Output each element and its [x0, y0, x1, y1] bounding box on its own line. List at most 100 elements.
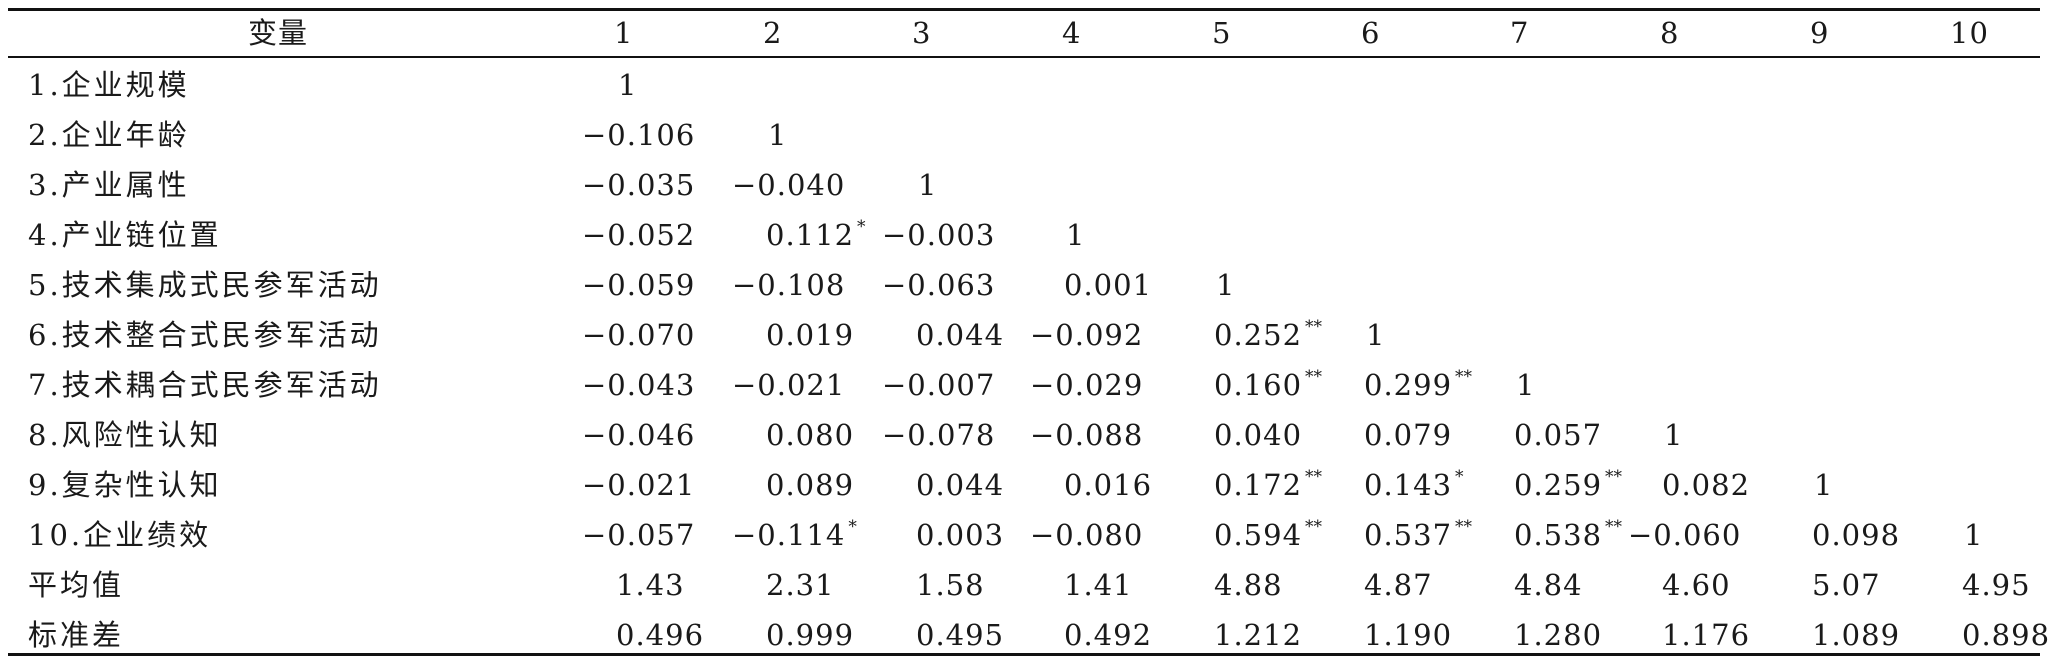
- cell-value: 1.43: [616, 568, 685, 602]
- cell-value: 1.089: [1812, 618, 1901, 652]
- cell-value: −0.007: [882, 368, 996, 402]
- cell-value: 4.87: [1364, 568, 1433, 602]
- significance-mark: **: [1305, 317, 1323, 337]
- cell-value: −0.003: [882, 218, 996, 252]
- table-cell: −0.059: [582, 268, 695, 302]
- significance-mark: **: [1605, 517, 1623, 537]
- table-cell: 1.43: [616, 568, 685, 602]
- cell-value: 1: [1814, 468, 1834, 502]
- table-cell: 1.089: [1812, 618, 1900, 652]
- header-cell: 6: [1361, 16, 1381, 50]
- cell-value: 1.58: [916, 568, 985, 602]
- cell-value: 1: [1066, 218, 1086, 252]
- table-cell: −0.057: [582, 518, 695, 552]
- cell-value: 0.496: [616, 618, 705, 652]
- cell-value: −0.080: [1030, 518, 1144, 552]
- cell-value: 1: [1216, 268, 1236, 302]
- table-cell: 1: [1066, 218, 1085, 252]
- significance-mark: **: [1305, 517, 1323, 537]
- significance-mark: **: [1455, 367, 1473, 387]
- table-cell: 0.496: [616, 618, 704, 652]
- table-cell: 0.537 **: [1364, 517, 1472, 557]
- cell-value: −0.040: [732, 168, 846, 202]
- cell-value: 0.089: [766, 468, 855, 502]
- table-cell: 0.098: [1812, 518, 1900, 552]
- table-cell: −0.007: [882, 368, 995, 402]
- table-cell: 1: [768, 118, 787, 152]
- table-cell: −0.070: [582, 318, 695, 352]
- table-cell: 0.492: [1064, 618, 1152, 652]
- table-cell: −0.035: [582, 168, 695, 202]
- table-cell: −0.092: [1030, 318, 1143, 352]
- table-cell: 5.07: [1812, 568, 1881, 602]
- table-cell: 0.594 **: [1214, 517, 1323, 557]
- cell-value: 0.082: [1662, 468, 1751, 502]
- cell-value: 0.057: [1514, 418, 1603, 452]
- row-label: 平均值: [28, 568, 125, 602]
- cell-value: 0.143: [1364, 468, 1453, 502]
- table-cell: 1.190: [1364, 618, 1452, 652]
- cell-value: 2.31: [766, 568, 835, 602]
- bottom-rule: [8, 653, 2040, 656]
- table-cell: 4.88: [1214, 568, 1283, 602]
- cell-value: −0.070: [582, 318, 696, 352]
- table-cell: 1.41: [1064, 568, 1133, 602]
- significance-mark: *: [857, 217, 866, 237]
- table-cell: 0.112 *: [766, 217, 866, 257]
- header-cell: 3: [912, 16, 932, 50]
- row-label: 6.技术整合式民参军活动: [28, 318, 382, 352]
- cell-value: 1: [1516, 368, 1536, 402]
- cell-value: −0.043: [582, 368, 696, 402]
- table-cell: 0.016: [1064, 468, 1152, 502]
- cell-value: −0.029: [1030, 368, 1144, 402]
- table-cell: −0.108: [732, 268, 845, 302]
- cell-value: 0.537: [1364, 518, 1453, 552]
- cell-value: −0.035: [582, 168, 696, 202]
- header-cell: 2: [763, 16, 783, 50]
- cell-value: 0.016: [1064, 468, 1153, 502]
- header-cell: 4: [1062, 16, 1082, 50]
- table-cell: 1.58: [916, 568, 985, 602]
- cell-value: −0.106: [582, 118, 696, 152]
- table-cell: 0.160 **: [1214, 367, 1322, 407]
- table-cell: 0.495: [916, 618, 1004, 652]
- row-label: 3.产业属性: [28, 168, 190, 202]
- table-cell: 0.080: [766, 418, 854, 452]
- cell-value: 1: [918, 168, 938, 202]
- cell-value: 4.84: [1514, 568, 1583, 602]
- cell-value: 0.160: [1214, 368, 1303, 402]
- cell-value: 0.001: [1064, 268, 1153, 302]
- cell-value: 0.112: [766, 218, 855, 252]
- table-cell: 0.172 **: [1214, 467, 1322, 507]
- cell-value: 0.898: [1962, 618, 2048, 652]
- table-cell: −0.106: [582, 118, 695, 152]
- table-cell: 1: [1664, 418, 1683, 452]
- table-cell: 0.001: [1064, 268, 1152, 302]
- cell-value: 1.280: [1514, 618, 1603, 652]
- table-cell: −0.029: [1030, 368, 1143, 402]
- significance-mark: *: [1455, 467, 1464, 487]
- table-cell: −0.040: [732, 168, 845, 202]
- table-cell: 0.057: [1514, 418, 1602, 452]
- cell-value: 0.172: [1214, 468, 1303, 502]
- header-rule: [8, 56, 2040, 58]
- cell-value: 0.252: [1214, 318, 1303, 352]
- cell-value: 0.044: [916, 468, 1005, 502]
- cell-value: 4.88: [1214, 568, 1283, 602]
- table-cell: 0.898: [1962, 618, 2048, 652]
- table-cell: −0.080: [1030, 518, 1143, 552]
- table-cell: 0.082: [1662, 468, 1750, 502]
- significance-mark: *: [848, 517, 857, 537]
- cell-value: 4.95: [1962, 568, 2031, 602]
- table-cell: 0.003: [916, 518, 1004, 552]
- cell-value: 0.040: [1214, 418, 1303, 452]
- cell-value: 1: [1366, 318, 1386, 352]
- table-cell: 0.538 **: [1514, 517, 1623, 557]
- table-cell: 0.999: [766, 618, 854, 652]
- cell-value: 0.079: [1364, 418, 1453, 452]
- cell-value: 0.019: [766, 318, 855, 352]
- table-cell: 4.60: [1662, 568, 1731, 602]
- table-cell: 0.044: [916, 318, 1004, 352]
- cell-value: 5.07: [1812, 568, 1881, 602]
- cell-value: −0.057: [582, 518, 696, 552]
